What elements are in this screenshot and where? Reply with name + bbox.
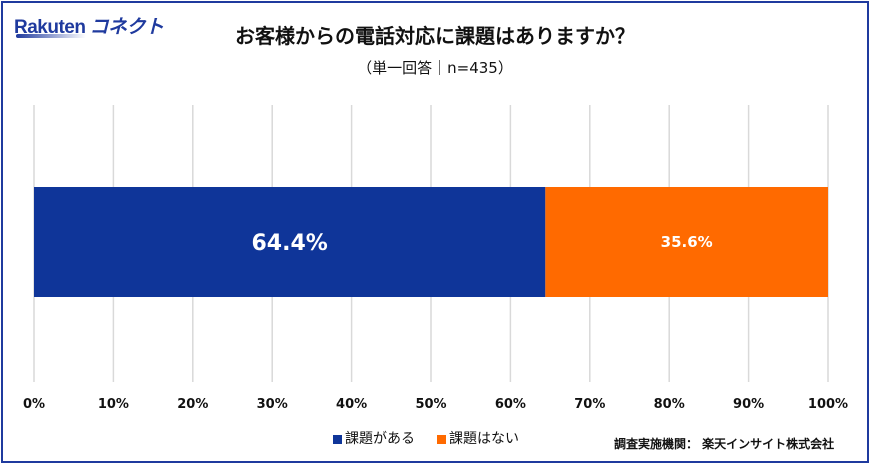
legend-item-has-issue: 課題がある [333, 428, 415, 448]
tick-label: 0% [23, 397, 45, 412]
tick-label: 40% [336, 397, 367, 412]
source-note: 調査実施機関： 楽天インサイト株式会社 [614, 437, 835, 451]
bar-segment [545, 187, 828, 297]
tick-label: 100% [808, 397, 848, 412]
tick-label: 80% [654, 397, 685, 412]
tick-label: 20% [177, 397, 208, 412]
rakuten-connect-logo: Rakuten コネクト [14, 17, 164, 38]
tick-label: 50% [415, 397, 446, 412]
tick-label: 90% [733, 397, 764, 412]
legend-item-no-issue: 課題はない [437, 428, 519, 448]
data-label: 35.6% [661, 233, 713, 251]
tick-label: 30% [257, 397, 288, 412]
chart-subtitle: （単一回答｜n=435） [357, 59, 513, 77]
tick-label: 60% [495, 397, 526, 412]
tick-label: 70% [574, 397, 605, 412]
bar-segment [34, 187, 546, 297]
tick-label: 10% [98, 397, 129, 412]
legend: 課題がある 課題はない [333, 428, 519, 448]
chart-title: お客様からの電話対応に課題はありますか？ [235, 24, 635, 48]
data-label: 64.4% [252, 231, 328, 256]
logo-swoosh [16, 34, 86, 38]
legend-swatch [333, 434, 342, 444]
legend-swatch [437, 434, 446, 444]
